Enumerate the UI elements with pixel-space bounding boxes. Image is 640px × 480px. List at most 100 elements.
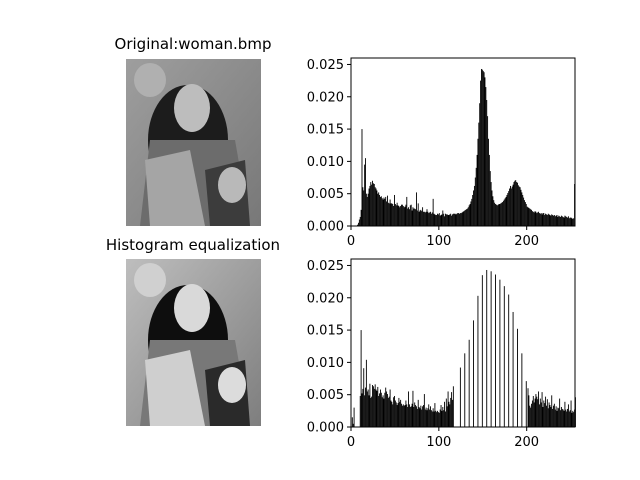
- original-histogram-bar: [417, 203, 419, 226]
- original-histogram-bar: [362, 187, 364, 226]
- equalized-histogram-bar: [481, 275, 483, 427]
- equalized-histogram-bar: [391, 401, 393, 427]
- original-histogram-bar: [566, 216, 568, 226]
- equalized-histogram-bar: [428, 404, 430, 427]
- equalized-histogram-bar: [539, 398, 541, 427]
- equalized-histogram-bar: [534, 398, 536, 427]
- equalized-histogram-bar: [398, 397, 400, 427]
- original-histogram-bar: [510, 185, 511, 226]
- original-histogram-bar: [358, 219, 360, 226]
- original-histogram-bar: [433, 213, 435, 226]
- equalized-histogram-bar: [372, 385, 373, 427]
- equalized-histogram-bar: [414, 402, 416, 427]
- original-histogram-bar: [434, 214, 436, 226]
- original-histogram-bar: [402, 205, 404, 226]
- original-histogram-bar: [571, 218, 573, 226]
- equalized-xtick-label: 0: [347, 435, 355, 450]
- equalized-histogram-bar: [532, 395, 534, 427]
- original-histogram-bar: [542, 213, 544, 226]
- equalized-histogram-bar: [535, 394, 537, 427]
- equalized-histogram-bar: [396, 405, 398, 427]
- original-ytick-label: 0.010: [307, 155, 344, 170]
- equalized-histogram-bar: [490, 271, 492, 427]
- original-histogram-bar: [372, 180, 373, 226]
- equalized-histogram-bar: [567, 408, 568, 427]
- original-histogram-bar: [510, 188, 512, 226]
- equalized-histogram: 0.000 0.005 0.010 0.015 0.020 0.025 0 100 200: [307, 258, 576, 450]
- original-histogram-bar: [477, 138, 479, 226]
- equalized-histogram-bar: [352, 423, 354, 427]
- original-histogram-bar: [394, 194, 395, 226]
- original-histogram-bar: [535, 211, 537, 226]
- equalized-histogram-bar: [434, 403, 436, 427]
- original-histogram-bar: [553, 215, 555, 226]
- original-histogram-bar: [489, 171, 491, 226]
- original-histogram-bar: [458, 213, 460, 226]
- original-histogram-bar: [503, 199, 505, 226]
- equalized-histogram-bar: [380, 392, 382, 427]
- original-histogram-bar: [430, 211, 431, 226]
- original-histogram-bar: [364, 164, 366, 226]
- equalized-histogram-bar: [404, 405, 406, 427]
- original-histogram-bar: [390, 203, 392, 226]
- original-histogram-bar: [423, 211, 424, 226]
- original-histogram-bar: [562, 216, 564, 226]
- original-histogram-bar: [441, 214, 443, 226]
- equalized-histogram-bar: [365, 387, 366, 427]
- original-histogram-bar: [515, 180, 517, 226]
- equalized-histogram-bar: [563, 410, 565, 427]
- original-histogram-bar: [549, 215, 551, 226]
- original-histogram-bar: [548, 214, 550, 226]
- equalized-axes-frame: [350, 258, 576, 428]
- original-histogram-bar: [546, 215, 548, 226]
- original-histogram-bar: [454, 213, 456, 226]
- equalized-histogram-bar: [381, 397, 383, 427]
- original-histogram-bar: [436, 215, 438, 226]
- equalized-image-title: Histogram equalization: [106, 236, 280, 254]
- equalized-histogram-bar: [423, 394, 425, 427]
- original-histogram-bar: [497, 204, 499, 226]
- original-histogram-bar: [413, 208, 415, 226]
- original-histogram-bar: [394, 204, 396, 226]
- original-histogram-bar: [502, 200, 504, 226]
- equalized-histogram-bar: [542, 406, 544, 427]
- original-histogram-bar: [513, 182, 515, 226]
- original-histogram-bar: [440, 215, 442, 226]
- equalized-histogram-bar: [438, 412, 440, 427]
- equalized-histogram-bar: [423, 405, 424, 427]
- equalized-histogram-bar: [412, 390, 414, 427]
- original-histogram-bar: [387, 195, 388, 226]
- equalized-histogram-bar: [351, 417, 353, 427]
- equalized-ytick-label: 0.005: [307, 388, 344, 403]
- original-histogram-bar: [560, 216, 561, 226]
- original-histogram-bar: [523, 197, 525, 226]
- original-histogram-bar: [358, 222, 359, 226]
- original-histogram-bar: [357, 224, 359, 226]
- equalized-histogram-bar: [445, 398, 447, 427]
- original-histogram: 0.000 0.005 0.010 0.015 0.020 0.025 0 100 200: [307, 57, 576, 249]
- original-histogram-bar: [452, 213, 454, 226]
- original-histogram-bar: [414, 208, 416, 226]
- original-ytick-label: 0.005: [307, 187, 344, 202]
- equalized-histogram-bar: [549, 405, 551, 427]
- original-histogram-bar: [483, 72, 485, 226]
- original-histogram-bar: [368, 188, 370, 226]
- equalized-histogram-bar: [452, 399, 453, 427]
- original-ytick-label: 0.000: [307, 220, 344, 235]
- equalized-histogram-bar: [378, 395, 380, 427]
- original-histogram-bar: [376, 190, 378, 226]
- original-histogram-bar: [514, 180, 516, 226]
- equalized-histogram-bar: [552, 408, 554, 427]
- original-histogram-bar: [383, 197, 385, 226]
- original-histogram-bar: [365, 193, 367, 226]
- equalized-histogram-bar: [388, 396, 390, 427]
- equalized-histogram-bar: [429, 409, 431, 427]
- equalized-histogram-bar: [379, 393, 381, 427]
- equalized-histogram-bar: [417, 399, 419, 427]
- equalized-histogram-bar: [546, 405, 547, 427]
- original-histogram-bar: [498, 204, 500, 226]
- original-histogram-bar: [468, 205, 470, 226]
- equalized-histogram-bar: [499, 279, 501, 427]
- equalized-histogram-bar: [571, 412, 573, 427]
